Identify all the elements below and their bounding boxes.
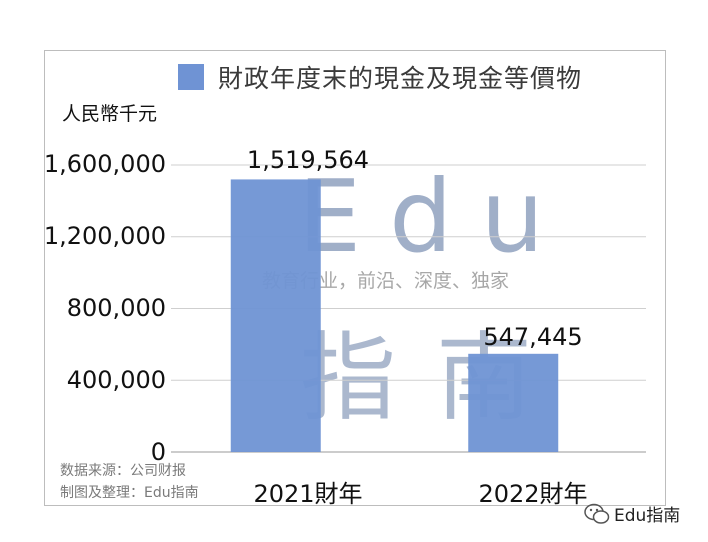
watermark-edu: Edu: [298, 158, 573, 275]
chart-frame: [44, 50, 666, 506]
legend-swatch: [178, 64, 204, 90]
y-tick-1200000: 1,200,000: [43, 222, 166, 250]
wechat-icon: [584, 503, 610, 524]
y-tick-1600000: 1,600,000: [43, 150, 166, 178]
watermark-tagline: 教育行业，前沿、深度、独家: [262, 270, 510, 292]
source-line-2: 制图及整理：Edu指南: [60, 485, 199, 501]
y-axis-unit: 人民幣千元: [62, 103, 158, 125]
x-tick-2022: 2022財年: [478, 480, 588, 508]
legend: 財政年度末的現金及現金等價物: [178, 60, 582, 94]
bar-2022財年: [468, 353, 559, 452]
x-tick-2021: 2021財年: [253, 480, 363, 508]
source-line-1: 数据来源：公司财报: [60, 463, 186, 479]
data-label-2021: 1,519,564: [246, 146, 370, 174]
brand-label: Edu指南: [614, 506, 681, 526]
y-tick-800000: 800,000: [66, 294, 166, 322]
y-tick-400000: 400,000: [66, 366, 166, 394]
data-label-2022: 547,445: [483, 323, 583, 351]
brand-badge: Edu指南: [584, 501, 680, 526]
chart-title: 財政年度末的現金及現金等價物: [218, 64, 583, 93]
bar-2021財年: [230, 179, 321, 452]
y-tick-0: 0: [150, 438, 166, 466]
